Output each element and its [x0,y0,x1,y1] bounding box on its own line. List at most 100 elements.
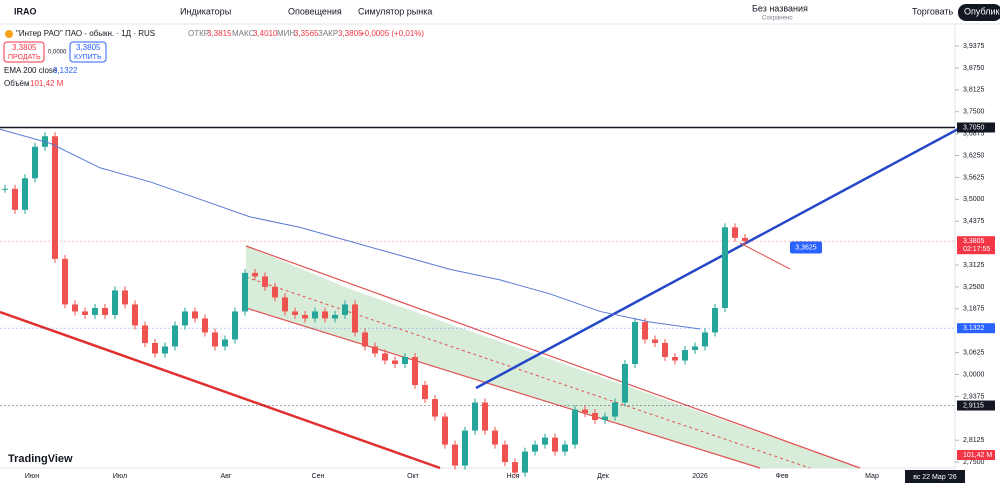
candle [242,272,248,312]
candle [482,402,488,431]
price-badge [957,236,995,255]
y-tick-label: 3,3125 [963,262,985,269]
candle [62,258,68,305]
price-badge [957,122,995,133]
candle [362,332,368,347]
close: 3,3805 [338,29,363,38]
price-badge [957,323,995,334]
y-tick-label: 3,6250 [963,152,985,159]
candle [392,360,398,365]
x-tick-label: Сен [312,473,325,480]
candle [442,416,448,445]
high-label: МАКС [232,29,255,38]
sell-button[interactable] [3,41,45,63]
candle [342,304,348,315]
price-badge-label: 3,1322 [963,325,985,332]
y-tick-label: 2,9375 [963,393,985,400]
y-tick-label: 3,8125 [963,87,985,94]
candle [472,402,478,431]
candle [102,307,108,315]
price-badge [957,400,995,411]
candle [152,342,158,354]
buy-button[interactable] [69,41,107,63]
candle [422,385,428,400]
candle [632,321,638,365]
close-label: ЗАКР [318,29,338,38]
candle [642,321,648,340]
volume-value: 101,42 M [30,79,64,88]
candle [322,311,328,319]
symbol-icon [5,30,13,38]
candle [552,437,558,452]
candle [222,339,228,347]
candle [22,178,28,210]
candle [272,286,278,298]
x-tick-label: Окт [407,473,420,480]
candle [692,346,698,350]
y-tick-label: 3,9375 [963,43,985,50]
price-badge-label: 3,7050 [963,124,985,131]
candle [562,444,568,452]
x-tick-label: Мар [865,473,879,480]
candle [492,430,498,445]
y-tick-label: 2,7500 [963,459,985,466]
symbol[interactable]: IRAO [14,6,37,16]
candle [52,136,58,259]
x-tick-label: Ноя [507,473,520,480]
candle [202,318,208,333]
candle [542,437,548,445]
volume-label: Объём [4,79,30,88]
cursor-date-box [905,470,965,483]
candle [402,356,408,365]
candle [252,272,258,277]
candle [112,290,118,315]
x-tick-label: Фев [776,473,789,480]
replay[interactable]: Симулятор рынка [358,6,432,16]
open: 3,3815 [207,29,232,38]
candle [82,311,88,315]
y-tick-label: 3,2500 [963,284,985,291]
channel-bottom [245,307,761,469]
x-tick-label: Июл [113,473,127,480]
candle [302,314,308,319]
price-badge-label: 2,9115 [963,402,984,409]
volume-badge [957,450,995,460]
publish-label[interactable]: Опубликовать [964,6,1000,16]
candle [742,237,748,242]
candle [732,227,738,238]
y-tick-label: 3,0625 [963,349,985,356]
candle [212,332,218,347]
y-tick-label: 3,4375 [963,218,985,225]
candle [292,311,298,315]
candle [712,307,718,333]
sell-label[interactable]: ПРОДАТЬ [8,54,41,61]
candle [92,307,98,315]
x-tick-label: Июн [25,473,39,480]
ema-value: 3,1322 [53,66,78,75]
ema-line [0,128,701,330]
x-tick-label: Дек [597,473,610,480]
projection-line [739,242,791,270]
candle [312,311,318,319]
legend-title: "Интер РАО" ПАО - обыкн. · 1Д · RUS [16,29,155,38]
candle [262,276,268,287]
candle [132,304,138,326]
ema-label: EMA 200 close [4,66,58,75]
candle [572,409,578,445]
trade-button[interactable]: Торговать [912,6,954,16]
candle [12,188,18,210]
high: 3,4010 [253,29,278,38]
indicators[interactable]: Индикаторы [180,6,231,16]
layout-name[interactable]: Без названия [752,3,808,13]
alerts[interactable]: Оповещения [288,6,342,16]
buy-label[interactable]: КУПИТЬ [74,54,102,61]
buy-price[interactable]: 3,3805 [76,43,101,52]
candle [532,444,538,452]
logo: TradingView [8,453,73,465]
trend-line-blue [475,126,961,390]
publish-button[interactable] [958,4,1000,21]
y-tick-label: 3,5000 [963,196,985,203]
y-tick-label: 3,5625 [963,174,985,181]
sell-price[interactable]: 3,3805 [12,43,37,52]
